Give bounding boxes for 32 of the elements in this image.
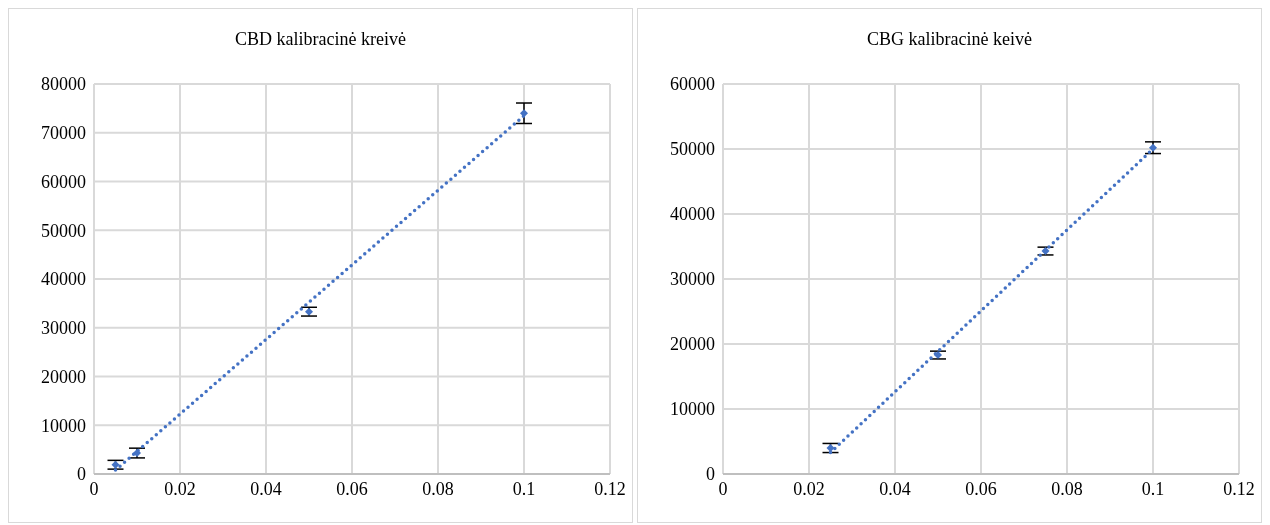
y-tick-label: 10000 [670, 399, 715, 420]
x-tick-label: 0.02 [164, 478, 196, 499]
x-tick-label: 0.08 [422, 478, 454, 499]
x-tick-label: 0.1 [1141, 478, 1165, 499]
y-tick-label: 50000 [41, 220, 86, 241]
chart-title: CBD kalibracinė kreivė [234, 29, 407, 50]
x-tick-label: 0.1 [512, 478, 536, 499]
x-tick-label: 0.04 [250, 478, 282, 499]
x-tick-label: 0.12 [594, 478, 626, 499]
y-tick-label: 10000 [41, 415, 86, 436]
x-tick-label: 0.06 [965, 478, 997, 499]
y-tick-label: 70000 [41, 123, 86, 144]
y-tick-label: 60000 [670, 74, 715, 95]
x-tick-label: 0.02 [793, 478, 825, 499]
y-tick-label: 60000 [41, 171, 86, 192]
y-tick-label: 30000 [670, 269, 715, 290]
y-tick-label: 80000 [41, 74, 86, 95]
y-tick-label: 40000 [670, 204, 715, 225]
y-tick-label: 0 [706, 464, 715, 485]
y-tick-label: 20000 [670, 334, 715, 355]
x-tick-label: 0.12 [1223, 478, 1255, 499]
chart-title: CBG kalibracinė keivė [866, 29, 1033, 50]
y-tick-label: 40000 [41, 269, 86, 290]
y-tick-label: 30000 [41, 318, 86, 339]
x-tick-label: 0.08 [1051, 478, 1083, 499]
y-tick-label: 50000 [670, 139, 715, 160]
y-tick-label: 20000 [41, 366, 86, 387]
x-tick-label: 0 [718, 478, 728, 499]
x-tick-label: 0.06 [336, 478, 368, 499]
x-tick-label: 0.04 [879, 478, 911, 499]
y-tick-label: 0 [77, 464, 86, 485]
x-tick-label: 0 [89, 478, 99, 499]
